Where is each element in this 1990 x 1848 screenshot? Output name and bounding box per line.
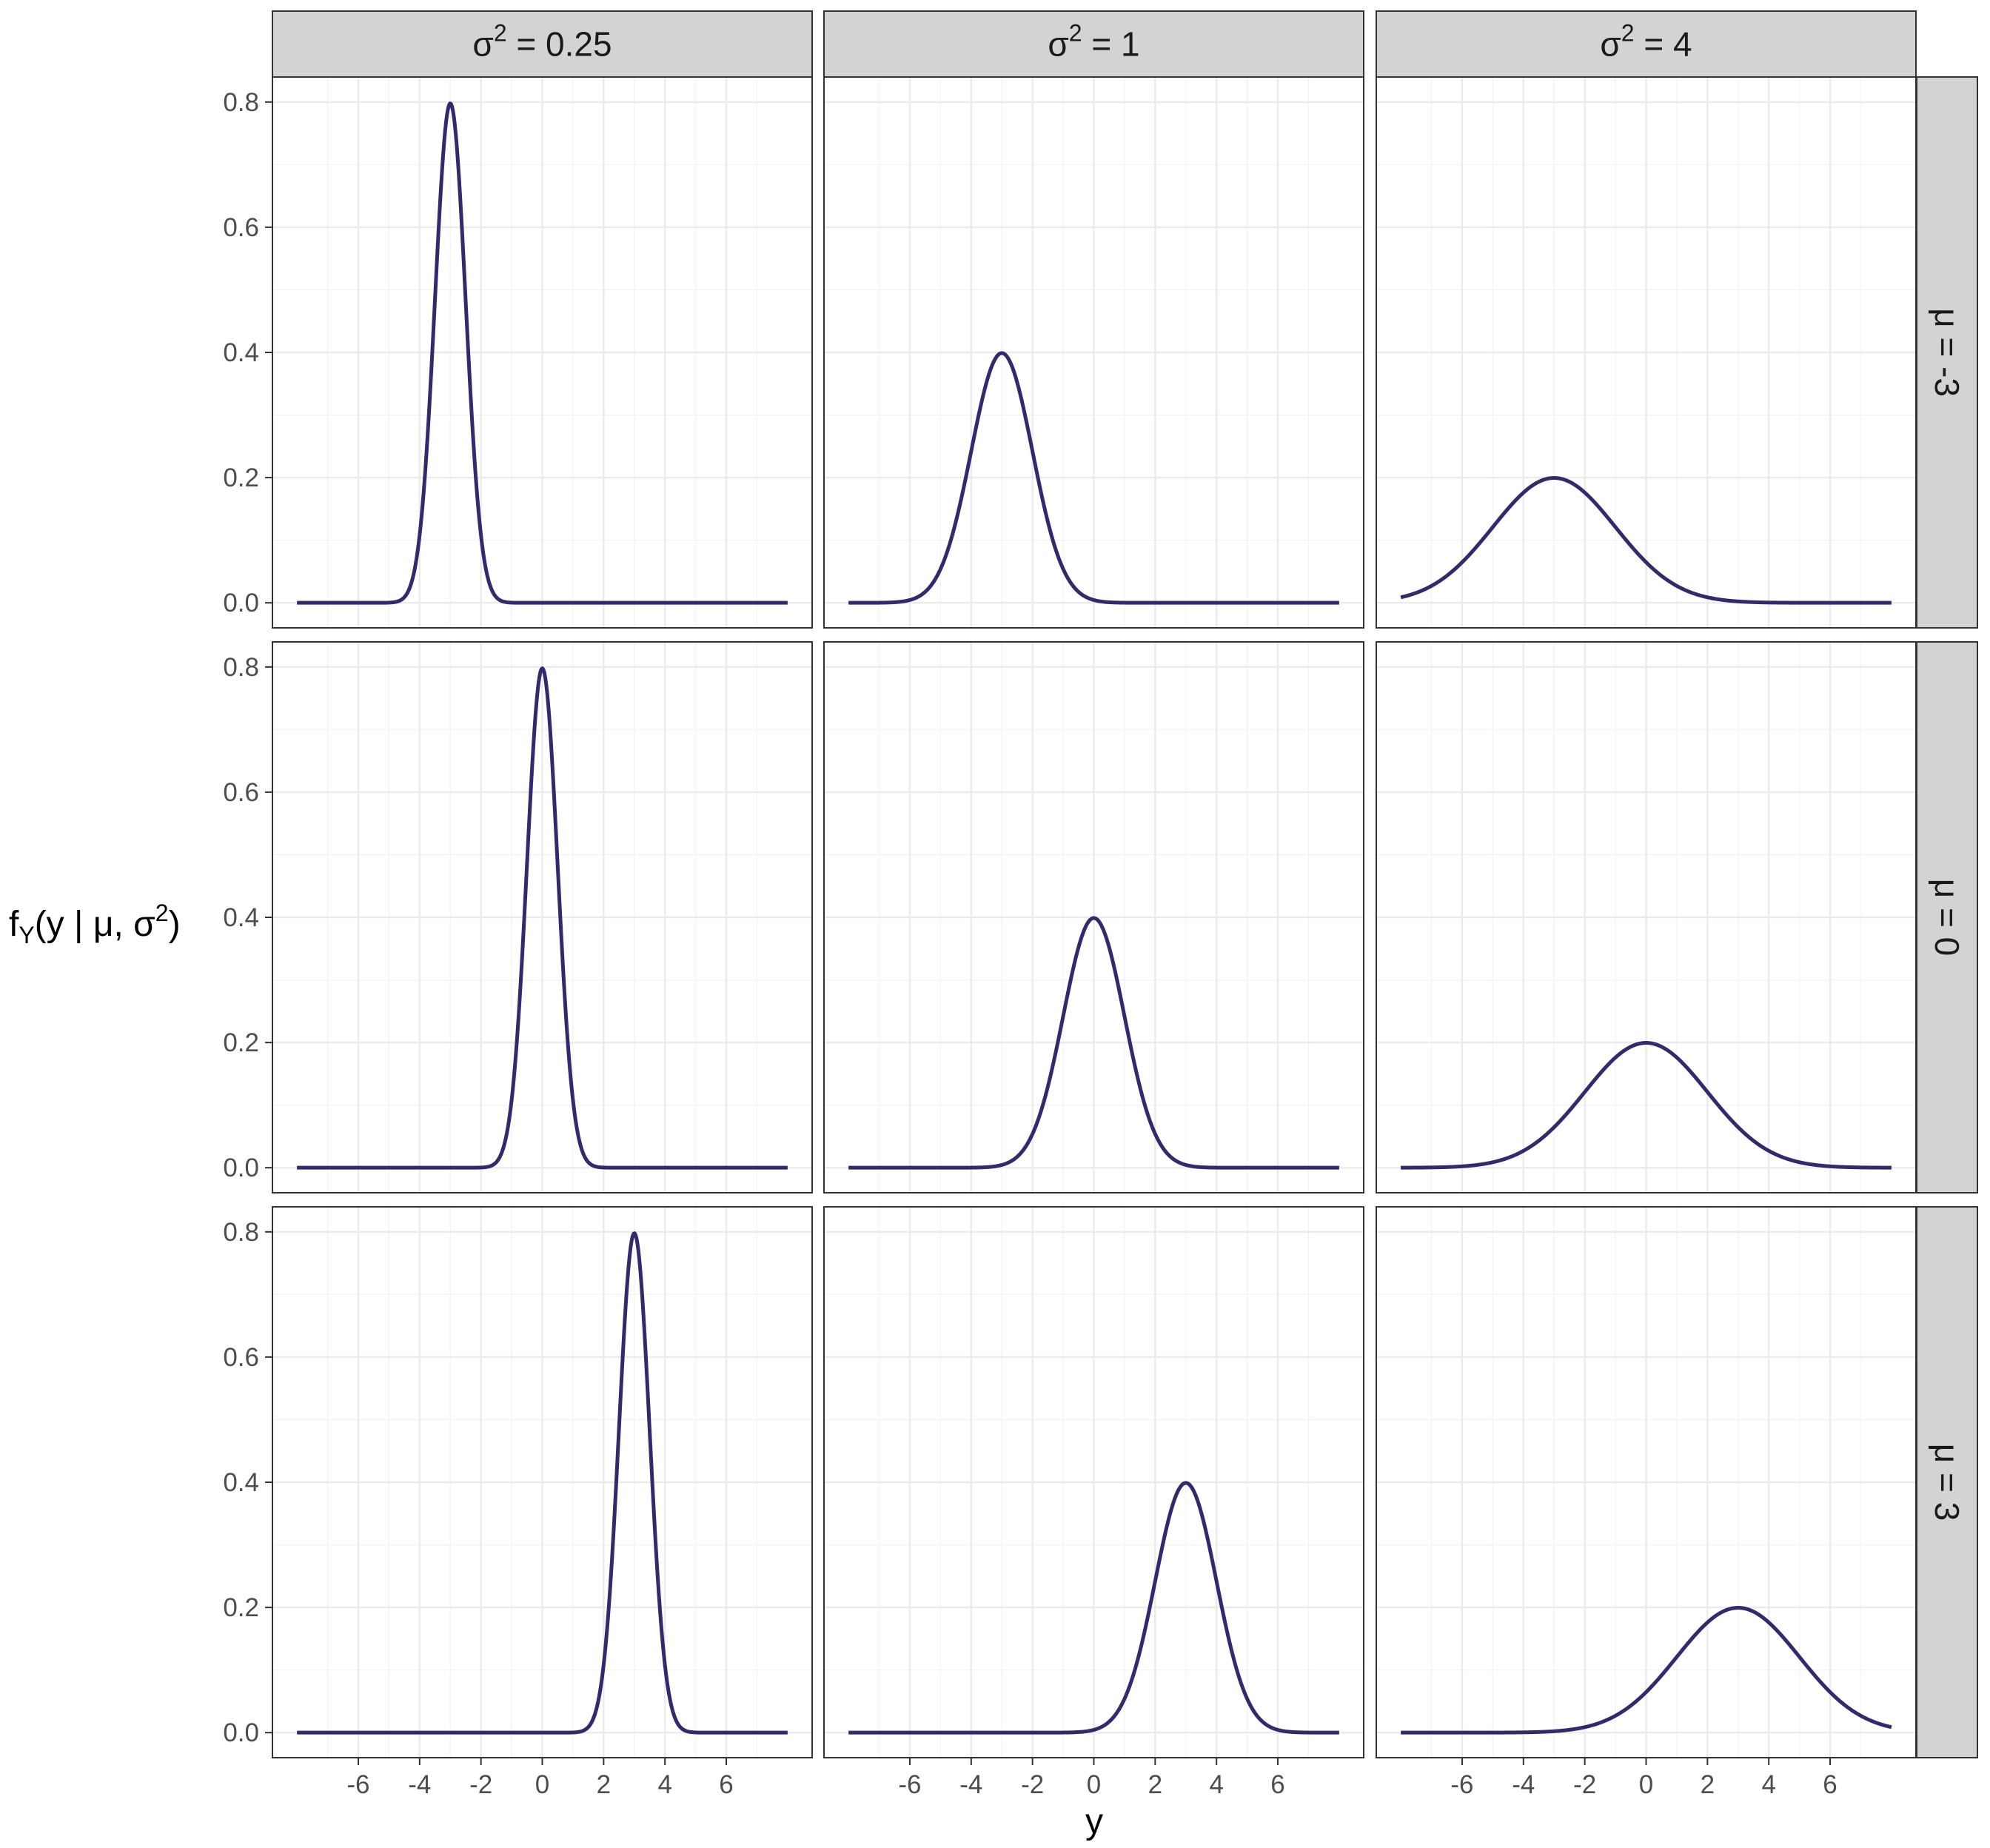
row-strip-background — [1916, 641, 1978, 1194]
x-tick-label: -6 — [898, 1770, 921, 1799]
y-tick-label: 0.8 — [223, 1218, 259, 1247]
density-curve-mu3-sigma2-0.25 — [295, 1231, 789, 1735]
x-tick-label: -6 — [346, 1770, 369, 1799]
panel-r1-c0 — [272, 641, 813, 1194]
column-strip-2: σ2 = 4 — [1376, 10, 1917, 78]
panels-layer — [272, 76, 1917, 1758]
row-strip-label: μ = 3 — [1928, 1444, 1966, 1521]
x-tick-label: 4 — [1761, 1770, 1775, 1799]
column-strip-label: σ2 = 4 — [1600, 20, 1692, 64]
density-curve-mu3-sigma2-1 — [847, 1481, 1341, 1735]
x-tick-label: 6 — [1823, 1770, 1837, 1799]
x-axis-title: y — [1085, 1802, 1103, 1841]
x-tick-label: 6 — [1270, 1770, 1284, 1799]
row-strip-0: μ = -3 — [1916, 76, 1978, 629]
strip-superscript: 2 — [494, 20, 507, 47]
y-tick-label: 0.2 — [223, 1593, 259, 1622]
density-curve-mu3-sigma2-4 — [1399, 1606, 1893, 1735]
x-tick-label: 4 — [1209, 1770, 1223, 1799]
column-strip-background — [1376, 10, 1917, 78]
strip-sigma-symbol: σ — [472, 25, 493, 64]
density-curve-mu0-sigma2-1 — [847, 916, 1341, 1170]
y-tick-label: 0.6 — [223, 778, 259, 807]
strip-sigma-symbol: σ — [1048, 25, 1068, 64]
strip-superscript: 2 — [1621, 20, 1635, 47]
x-tick-label: -4 — [1512, 1770, 1535, 1799]
y-tick-label: 0.8 — [223, 653, 259, 682]
density-curve-mu-3-sigma2-4 — [1399, 476, 1893, 605]
x-tick-label: -4 — [408, 1770, 431, 1799]
row-strip-1: μ = 0 — [1916, 641, 1978, 1194]
density-curve-mu-3-sigma2-0.25 — [295, 101, 789, 605]
row-strip-label: μ = -3 — [1928, 308, 1966, 397]
x-tick-label: 2 — [1148, 1770, 1162, 1799]
x-tick-label: 0 — [535, 1770, 549, 1799]
panel-r2-c1 — [823, 1206, 1364, 1758]
strip-sigma-symbol: σ — [1600, 25, 1621, 64]
x-tick-label: 2 — [1701, 1770, 1715, 1799]
x-tick-label: 2 — [597, 1770, 611, 1799]
density-curve-mu-3-sigma2-1 — [847, 351, 1341, 605]
y-axis-title-f: f — [9, 905, 19, 944]
column-strip-background — [823, 10, 1364, 78]
y-axis-title-subscript: Y — [19, 922, 34, 948]
panel-r1-c2 — [1376, 641, 1917, 1194]
density-curve-mu0-sigma2-4 — [1399, 1041, 1893, 1170]
strip-superscript: 2 — [1069, 20, 1082, 47]
row-strip-background — [1916, 1206, 1978, 1758]
strip-value: = 0.25 — [507, 25, 612, 64]
y-tick-label: 0.0 — [223, 1154, 259, 1182]
x-tick-label: 4 — [657, 1770, 671, 1799]
column-strip-0: σ2 = 0.25 — [272, 10, 813, 78]
panel-r0-c1 — [823, 76, 1364, 629]
panel-r2-c0 — [272, 1206, 813, 1758]
x-tick-label: -2 — [469, 1770, 492, 1799]
column-strip-label: σ2 = 1 — [1048, 20, 1139, 64]
x-tick-label: 0 — [1639, 1770, 1653, 1799]
y-tick-label: 0.0 — [223, 589, 259, 617]
density-curve-mu0-sigma2-0.25 — [295, 666, 789, 1170]
axes-layer: 0.0 0.2 0.4 0.6 0.8 0.0 0.2 0.4 0.6 0.8 0.0 0.2 0.4 0… — [223, 88, 1837, 1799]
panel-r0-c0 — [272, 76, 813, 629]
y-tick-label: 0.2 — [223, 463, 259, 492]
column-strip-background — [272, 10, 813, 78]
y-axis-title-middle: (y | μ, σ — [35, 905, 155, 944]
y-tick-label: 0.6 — [223, 213, 259, 242]
column-strip-label: σ2 = 0.25 — [472, 20, 612, 64]
strips-layer: σ2 = 0.25 σ2 = 1 σ2 = 4μ = -3μ = 0μ = 3 — [272, 10, 1978, 1758]
x-tick-label: -6 — [1450, 1770, 1473, 1799]
y-axis-title-close: ) — [169, 905, 181, 944]
row-strip-background — [1916, 76, 1978, 629]
row-strip-label: μ = 0 — [1928, 879, 1966, 957]
column-strip-1: σ2 = 1 — [823, 10, 1364, 78]
panel-r1-c1 — [823, 641, 1364, 1194]
y-tick-label: 0.6 — [223, 1343, 259, 1372]
x-tick-label: -2 — [1021, 1770, 1044, 1799]
x-tick-label: 0 — [1087, 1770, 1101, 1799]
strip-value: = 4 — [1635, 25, 1692, 64]
y-tick-label: 0.2 — [223, 1028, 259, 1057]
y-tick-label: 0.4 — [223, 903, 259, 932]
y-tick-label: 0.8 — [223, 88, 259, 117]
x-tick-label: 6 — [719, 1770, 733, 1799]
x-tick-label: -4 — [959, 1770, 982, 1799]
y-tick-label: 0.0 — [223, 1718, 259, 1747]
panel-r0-c2 — [1376, 76, 1917, 629]
y-axis-title: fY(y | μ, σ2) — [9, 900, 181, 948]
row-strip-2: μ = 3 — [1916, 1206, 1978, 1758]
y-tick-label: 0.4 — [223, 1468, 259, 1497]
panel-border — [823, 641, 1364, 1194]
panel-r2-c2 — [1376, 1206, 1917, 1758]
y-tick-label: 0.4 — [223, 338, 259, 367]
strip-value: = 1 — [1082, 25, 1140, 64]
y-axis-title-superscript: 2 — [155, 900, 169, 926]
x-tick-label: -2 — [1573, 1770, 1596, 1799]
